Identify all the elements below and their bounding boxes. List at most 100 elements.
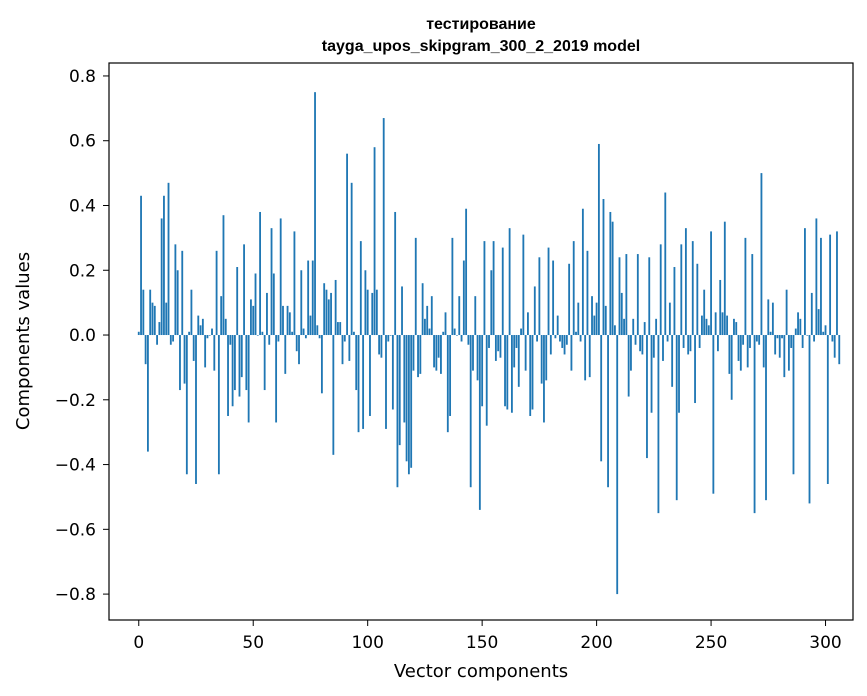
y-tick-label: −0.8 (55, 585, 96, 605)
bar-133 (442, 331, 445, 336)
bar-114 (398, 335, 401, 446)
bar-281 (781, 335, 783, 339)
bar-6 (151, 302, 154, 336)
bar-179 (547, 247, 550, 336)
x-tick-label: 150 (466, 633, 498, 653)
bar-266 (746, 335, 749, 368)
bar-274 (765, 335, 767, 501)
bar-230 (664, 192, 667, 336)
bar-167 (520, 328, 522, 336)
bar-119 (410, 335, 413, 468)
bar-251 (712, 335, 715, 494)
bar-17 (176, 270, 179, 336)
y-tick-label: 0.8 (69, 67, 96, 87)
bar-222 (646, 335, 648, 459)
bar-176 (540, 335, 543, 384)
y-tick-label: 0.4 (69, 196, 96, 216)
bar-195 (584, 335, 587, 381)
bar-178 (545, 335, 548, 381)
bar-58 (270, 228, 273, 336)
bar-84 (330, 292, 332, 336)
bar-67 (291, 331, 294, 336)
bar-238 (682, 335, 685, 348)
bar-224 (650, 335, 653, 413)
bar-159 (501, 247, 504, 336)
bar-160 (504, 335, 506, 407)
bar-254 (719, 279, 722, 336)
bar-77 (314, 92, 316, 336)
bar-275 (767, 299, 770, 336)
bar-172 (531, 335, 534, 410)
bar-261 (735, 322, 738, 336)
bar-50 (252, 305, 255, 336)
bar-229 (662, 335, 664, 361)
bar-152 (485, 335, 488, 426)
bar-173 (533, 286, 536, 336)
bar-228 (659, 244, 662, 336)
bar-123 (419, 335, 422, 374)
bar-14 (169, 335, 172, 345)
bar-71 (300, 270, 303, 336)
bar-242 (691, 241, 694, 336)
bar-101 (369, 335, 371, 416)
bar-294 (810, 292, 813, 336)
bar-198 (591, 296, 593, 336)
bar-201 (597, 143, 600, 336)
bar-200 (595, 302, 598, 336)
bar-36 (220, 296, 223, 336)
bar-24 (192, 335, 195, 361)
bar-306 (838, 335, 841, 365)
bar-219 (639, 335, 642, 352)
bar-10 (160, 218, 163, 336)
x-tick-label: 50 (242, 633, 264, 653)
bar-191 (575, 331, 577, 336)
bar-42 (233, 335, 236, 391)
bar-247 (703, 289, 706, 336)
bar-227 (657, 335, 660, 514)
bar-108 (385, 335, 387, 429)
bar-291 (804, 228, 806, 336)
bar-170 (527, 312, 529, 336)
bar-79 (318, 335, 321, 339)
bar-97 (359, 241, 362, 336)
bar-280 (778, 335, 781, 358)
bar-85 (332, 335, 335, 455)
y-axis-label: Components values (13, 252, 34, 430)
bar-157 (497, 335, 500, 352)
bar-147 (474, 296, 477, 336)
bar-215 (630, 335, 632, 371)
bar-156 (494, 335, 497, 361)
bar-70 (298, 335, 300, 365)
bar-248 (705, 318, 708, 336)
bar-183 (556, 315, 559, 336)
bar-265 (744, 237, 747, 336)
bar-56 (266, 292, 268, 336)
bar-115 (401, 286, 403, 336)
bar-40 (229, 335, 232, 345)
bar-22 (188, 331, 191, 336)
bar-124 (421, 283, 424, 336)
bar-8 (156, 335, 158, 345)
bar-143 (465, 208, 468, 336)
bar-250 (710, 231, 712, 336)
bar-252 (714, 312, 717, 336)
bar-13 (167, 182, 170, 336)
bar-226 (655, 318, 658, 336)
bar-107 (382, 118, 385, 336)
bar-144 (467, 335, 470, 345)
bar-299 (822, 331, 825, 336)
bar-55 (263, 335, 266, 391)
y-axis-ticks: −0.8 −0.6 −0.4 −0.2 0.0 0.2 0.4 0.6 0.8 (55, 67, 109, 605)
bar-192 (577, 302, 580, 336)
bar-59 (272, 273, 275, 336)
bar-206 (609, 211, 612, 336)
bar-293 (808, 335, 811, 504)
bar-28 (201, 318, 204, 336)
bar-75 (309, 315, 312, 336)
bar-272 (760, 173, 763, 336)
bar-246 (701, 315, 703, 336)
bar-105 (378, 335, 381, 355)
bar-255 (721, 312, 724, 336)
bar-175 (538, 257, 541, 336)
bar-116 (403, 335, 406, 423)
